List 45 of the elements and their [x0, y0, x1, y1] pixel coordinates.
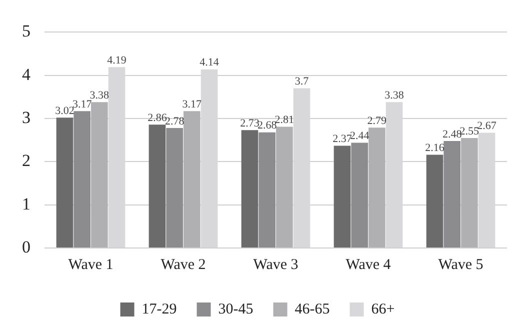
- bar: [461, 138, 478, 248]
- data-label: 2.68: [257, 120, 278, 132]
- data-label: 2.37: [332, 133, 352, 146]
- y-tick-label: 3: [22, 108, 30, 127]
- legend-label: 66+: [371, 301, 395, 318]
- data-label: 4.14: [200, 56, 220, 69]
- data-label: 2.79: [367, 114, 388, 127]
- bar: [74, 111, 90, 248]
- bar: [368, 128, 386, 248]
- y-tick-label: 5: [22, 22, 30, 41]
- y-tick-label: 0: [22, 237, 30, 256]
- bar: [148, 124, 166, 248]
- data-label: 2.44: [350, 130, 370, 142]
- data-label: 2.48: [442, 128, 462, 140]
- bar: [276, 126, 293, 248]
- data-label: 2.67: [477, 120, 497, 132]
- legend-label: 46-65: [294, 301, 330, 318]
- legend-label: 30-45: [218, 301, 254, 318]
- bar: [426, 154, 444, 248]
- bar: [91, 102, 108, 248]
- bar: [444, 140, 460, 248]
- bar: [166, 128, 183, 248]
- bar: [184, 111, 200, 248]
- y-tick-label: 1: [22, 194, 30, 214]
- data-label: 2.16: [425, 142, 445, 154]
- x-tick-label: Wave 3: [253, 256, 298, 273]
- y-tick-label: 2: [22, 151, 30, 170]
- bar: [258, 132, 276, 248]
- data-label: 3.17: [182, 98, 202, 111]
- bar: [351, 142, 368, 248]
- bar: [241, 130, 258, 248]
- legend-label: 17-29: [142, 301, 177, 318]
- data-label: 3.02: [55, 105, 74, 118]
- x-tick-label: Wave 4: [346, 256, 392, 273]
- data-label: 3.38: [384, 90, 404, 102]
- data-label: 4.19: [107, 54, 127, 67]
- bar: [334, 146, 351, 248]
- data-label: 3.17: [72, 98, 92, 111]
- x-tick-label: Wave 5: [438, 256, 484, 273]
- x-tick-label: Wave 2: [160, 256, 206, 273]
- bar: [56, 118, 74, 248]
- data-label: 2.78: [164, 115, 185, 128]
- x-tick-label: Wave 1: [68, 256, 114, 273]
- y-tick-label: 4: [22, 64, 31, 84]
- data-label: 3.7: [294, 76, 310, 88]
